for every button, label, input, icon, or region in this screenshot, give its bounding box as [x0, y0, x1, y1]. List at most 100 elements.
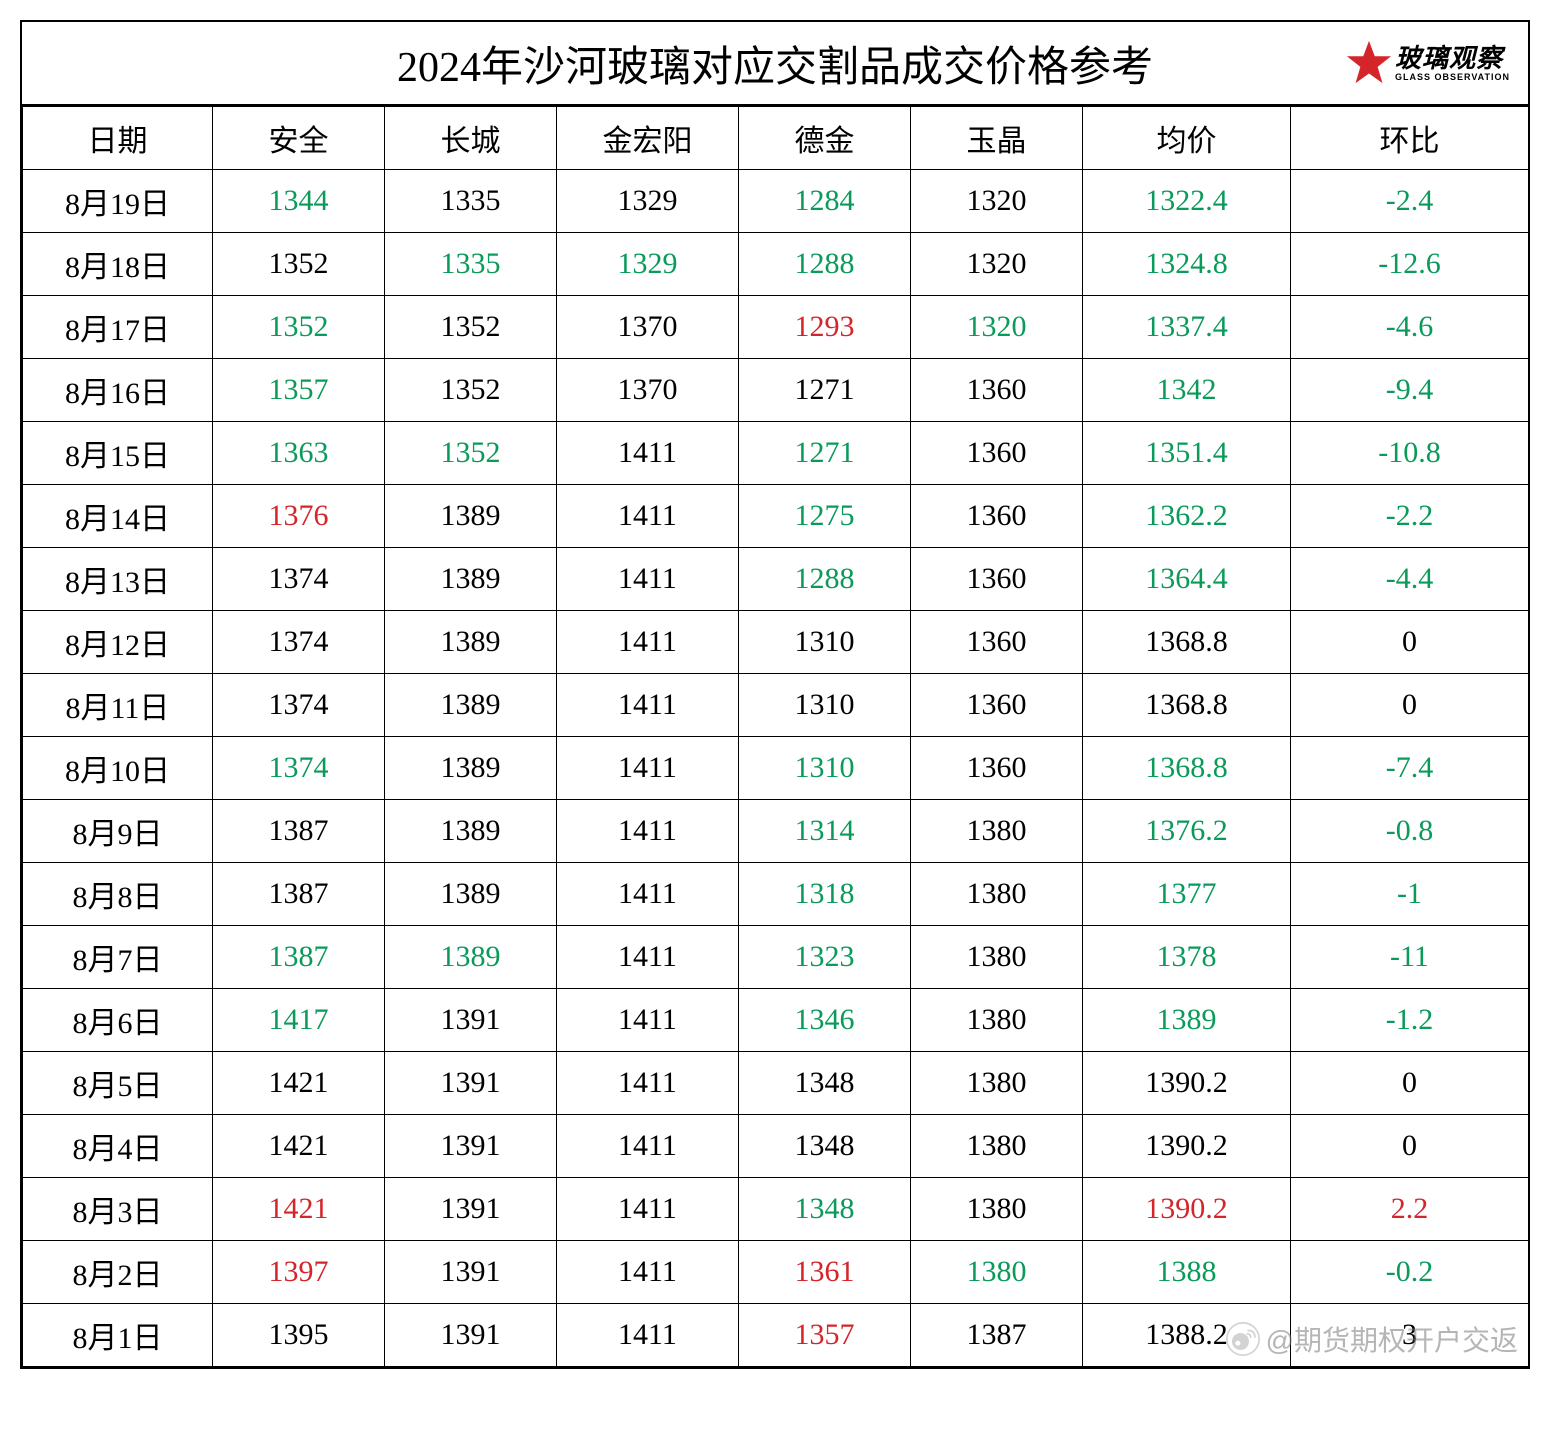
cell-value: 1284 [739, 170, 911, 233]
cell-value: 1360 [911, 485, 1083, 548]
cell-date: 8月18日 [23, 233, 213, 296]
cell-value: 1351.4 [1083, 422, 1291, 485]
cell-value: 1376.2 [1083, 800, 1291, 863]
logo-en: GLASS OBSERVATION [1395, 73, 1510, 82]
cell-value: 1389 [1083, 989, 1291, 1052]
cell-value: 1310 [739, 611, 911, 674]
cell-value: 1388 [1083, 1241, 1291, 1304]
table-row: 8月15日136313521411127113601351.4-10.8 [23, 422, 1529, 485]
cell-value: 1324.8 [1083, 233, 1291, 296]
cell-value: 1360 [911, 674, 1083, 737]
cell-value: 1323 [739, 926, 911, 989]
cell-value: 1391 [385, 1304, 557, 1367]
cell-value: 1360 [911, 359, 1083, 422]
cell-value: 1411 [557, 611, 739, 674]
cell-value: 1352 [213, 296, 385, 359]
cell-value: 0 [1291, 674, 1529, 737]
title-row: 2024年沙河玻璃对应交割品成交价格参考 玻璃观察 GLASS OBSERVAT… [22, 22, 1528, 106]
cell-value: 1387 [911, 1304, 1083, 1367]
table-row: 8月12日137413891411131013601368.80 [23, 611, 1529, 674]
cell-value: 1376 [213, 485, 385, 548]
cell-value: 1411 [557, 485, 739, 548]
cell-value: 1417 [213, 989, 385, 1052]
cell-value: 1411 [557, 863, 739, 926]
cell-value: 1411 [557, 737, 739, 800]
cell-value: 1390.2 [1083, 1115, 1291, 1178]
cell-value: 1361 [739, 1241, 911, 1304]
cell-value: 1390.2 [1083, 1178, 1291, 1241]
cell-value: 1271 [739, 359, 911, 422]
cell-value: 1360 [911, 422, 1083, 485]
cell-value: 1329 [557, 233, 739, 296]
cell-value: 1380 [911, 926, 1083, 989]
cell-value: 1411 [557, 989, 739, 1052]
cell-date: 8月3日 [23, 1178, 213, 1241]
col-anquan: 安全 [213, 107, 385, 170]
watermark-text: @期货期权开户交返 [1266, 1319, 1518, 1359]
col-dejin: 德金 [739, 107, 911, 170]
cell-value: 1370 [557, 359, 739, 422]
cell-value: 1411 [557, 674, 739, 737]
cell-date: 8月17日 [23, 296, 213, 359]
cell-value: -1.2 [1291, 989, 1529, 1052]
cell-date: 8月9日 [23, 800, 213, 863]
table-title: 2024年沙河玻璃对应交割品成交价格参考 [397, 33, 1153, 94]
table-row: 8月8日138713891411131813801377-1 [23, 863, 1529, 926]
cell-date: 8月7日 [23, 926, 213, 989]
col-yujing: 玉晶 [911, 107, 1083, 170]
cell-value: -12.6 [1291, 233, 1529, 296]
table-row: 8月10日137413891411131013601368.8-7.4 [23, 737, 1529, 800]
cell-value: -0.2 [1291, 1241, 1529, 1304]
cell-value: 1421 [213, 1115, 385, 1178]
cell-value: 1342 [1083, 359, 1291, 422]
cell-value: 1314 [739, 800, 911, 863]
cell-value: 1380 [911, 1241, 1083, 1304]
cell-date: 8月14日 [23, 485, 213, 548]
cell-value: 1357 [213, 359, 385, 422]
cell-value: 1421 [213, 1178, 385, 1241]
col-chg: 环比 [1291, 107, 1529, 170]
cell-value: 1390.2 [1083, 1052, 1291, 1115]
cell-value: 1374 [213, 548, 385, 611]
cell-value: 1380 [911, 1178, 1083, 1241]
cell-value: 1397 [213, 1241, 385, 1304]
cell-value: 1377 [1083, 863, 1291, 926]
table-row: 8月18日135213351329128813201324.8-12.6 [23, 233, 1529, 296]
cell-date: 8月8日 [23, 863, 213, 926]
cell-value: 1352 [385, 296, 557, 359]
cell-value: -0.8 [1291, 800, 1529, 863]
cell-value: 1421 [213, 1052, 385, 1115]
cell-value: 1271 [739, 422, 911, 485]
cell-value: 1387 [213, 926, 385, 989]
col-changcheng: 长城 [385, 107, 557, 170]
cell-value: 1293 [739, 296, 911, 359]
cell-value: 1368.8 [1083, 737, 1291, 800]
cell-value: -11 [1291, 926, 1529, 989]
col-date: 日期 [23, 107, 213, 170]
cell-value: 0 [1291, 611, 1529, 674]
cell-value: 1411 [557, 800, 739, 863]
cell-value: 1320 [911, 170, 1083, 233]
cell-value: 1389 [385, 485, 557, 548]
cell-value: -7.4 [1291, 737, 1529, 800]
col-avg: 均价 [1083, 107, 1291, 170]
cell-value: 1368.8 [1083, 611, 1291, 674]
logo-text: 玻璃观察 GLASS OBSERVATION [1395, 45, 1510, 82]
cell-value: 1360 [911, 548, 1083, 611]
cell-value: 1310 [739, 674, 911, 737]
weibo-icon [1226, 1322, 1260, 1356]
cell-value: 1318 [739, 863, 911, 926]
cell-value: 1310 [739, 737, 911, 800]
cell-value: 1391 [385, 1052, 557, 1115]
cell-value: 1368.8 [1083, 674, 1291, 737]
cell-value: 1411 [557, 1178, 739, 1241]
cell-date: 8月10日 [23, 737, 213, 800]
cell-value: 1389 [385, 800, 557, 863]
cell-value: 1352 [385, 359, 557, 422]
cell-date: 8月2日 [23, 1241, 213, 1304]
cell-value: -2.4 [1291, 170, 1529, 233]
table-row: 8月13日137413891411128813601364.4-4.4 [23, 548, 1529, 611]
cell-value: 1387 [213, 863, 385, 926]
cell-value: -9.4 [1291, 359, 1529, 422]
cell-value: 1380 [911, 863, 1083, 926]
